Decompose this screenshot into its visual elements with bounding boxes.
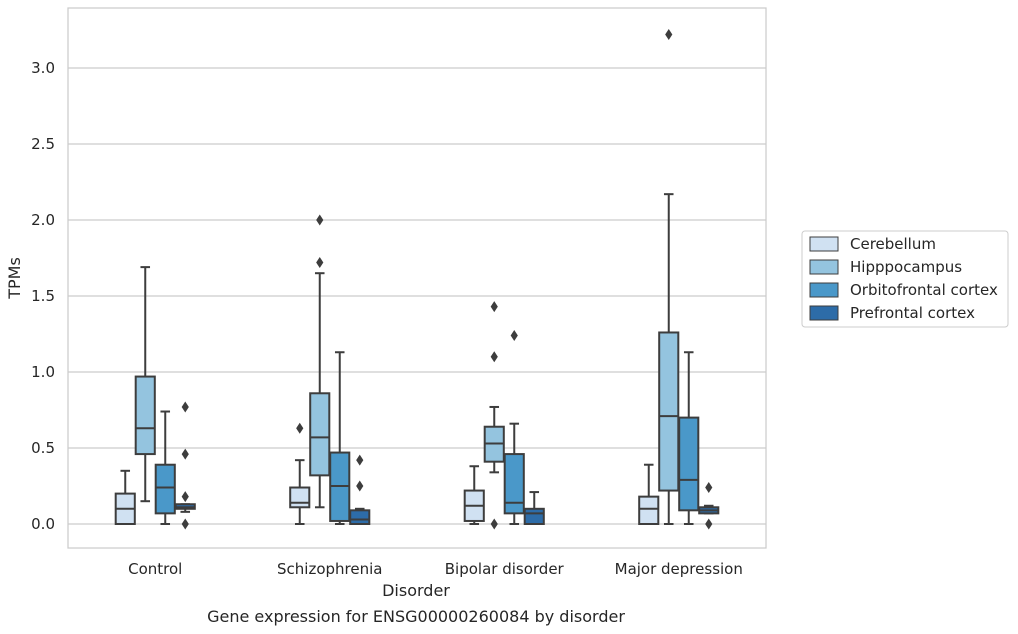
box-1-1 (309, 214, 331, 509)
legend-label: Hipppocampus (850, 258, 962, 276)
box-1-3 (658, 29, 680, 525)
outlier-point (705, 518, 713, 530)
box-body (638, 495, 660, 526)
outlier-point (356, 454, 364, 466)
y-axis-title: TPMs (5, 257, 24, 300)
box-3-2 (523, 491, 545, 525)
box-body (678, 416, 700, 512)
y-tick-label: 1.0 (31, 363, 55, 381)
box-3-1 (349, 454, 371, 526)
box-body (349, 509, 371, 526)
outlier-point (181, 491, 189, 503)
box-body (523, 507, 545, 525)
y-tick-labels: 0.0 0.5 1.0 1.5 2.0 2.5 3.0 (31, 59, 55, 533)
box-2-3 (678, 351, 700, 525)
box-2-2 (503, 330, 525, 525)
boxes (114, 29, 720, 530)
x-axis-title: Disorder (382, 581, 450, 600)
plot-frame (67, 7, 767, 549)
outlier-point (296, 422, 304, 434)
box-0-0 (114, 469, 136, 526)
legend-swatch (809, 259, 839, 275)
outlier-point (181, 518, 189, 530)
legend-label: Prefrontal cortex (850, 304, 975, 322)
box-body (289, 486, 311, 509)
y-tick-label: 2.0 (31, 211, 55, 229)
box-body (658, 331, 680, 492)
box-body (134, 375, 156, 456)
legend-swatch (809, 305, 839, 321)
box-body (309, 392, 331, 477)
box-2-1 (329, 351, 351, 525)
x-tick-label: Control (128, 560, 182, 578)
box-2-0 (154, 410, 176, 525)
outlier-point (356, 480, 364, 492)
box-0-1 (289, 422, 311, 525)
outlier-point (490, 301, 498, 313)
box-3-0 (174, 401, 196, 530)
y-tick-label: 1.5 (31, 287, 55, 305)
box-1-2 (483, 301, 505, 530)
legend-label: Orbitofrontal cortex (850, 281, 998, 299)
y-tick-label: 3.0 (31, 59, 55, 77)
y-tick-label: 0.5 (31, 439, 55, 457)
legend-label: Cerebellum (850, 235, 936, 253)
outlier-point (181, 401, 189, 413)
box-3-3 (698, 482, 720, 530)
outlier-point (490, 351, 498, 363)
box-body (154, 463, 176, 515)
legend-frame (801, 230, 1009, 328)
legend-swatch (809, 282, 839, 298)
grid-lines (68, 67, 766, 525)
outlier-point (510, 330, 518, 342)
x-tick-label: Major depression (615, 560, 743, 578)
x-tick-label: Bipolar disorder (445, 560, 565, 578)
box-body (503, 453, 525, 515)
y-tick-label: 0.0 (31, 515, 55, 533)
outlier-point (665, 29, 673, 41)
outlier-point (705, 482, 713, 494)
box-1-0 (134, 266, 156, 503)
box-0-2 (463, 465, 485, 525)
outlier-point (181, 448, 189, 460)
outlier-point (490, 518, 498, 530)
outlier-point (316, 257, 324, 269)
legend: Cerebellum Hipppocampus Orbitofrontal cort… (801, 230, 1009, 328)
x-tick-label: Schizophrenia (277, 560, 382, 578)
x-tick-labels: Control Schizophrenia Bipolar disorder Majo… (128, 560, 743, 578)
chart-title: Gene expression for ENSG00000260084 by d… (207, 607, 625, 626)
legend-swatch (809, 236, 839, 252)
y-tick-label: 2.5 (31, 135, 55, 153)
box-0-3 (638, 463, 660, 526)
outlier-point (316, 214, 324, 226)
